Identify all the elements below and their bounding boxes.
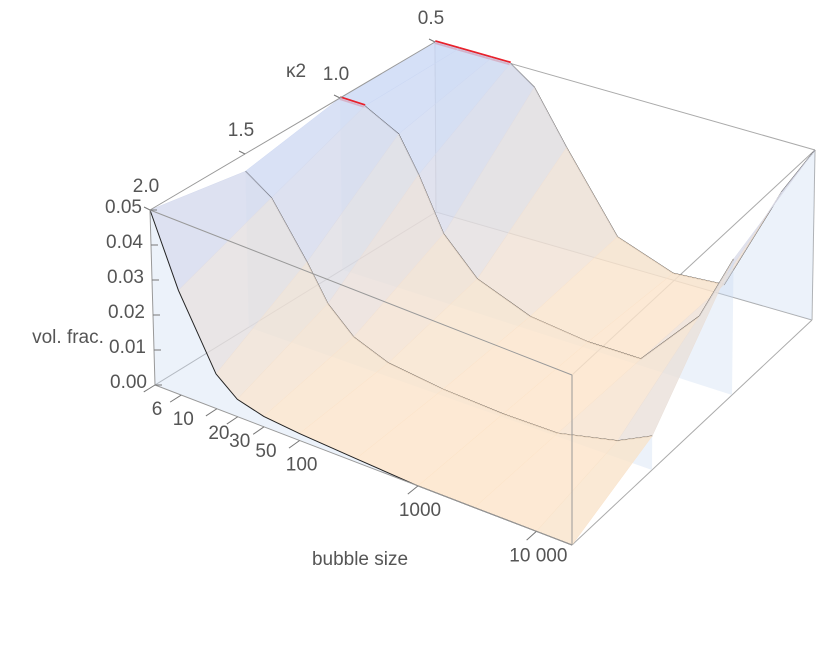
y-tick	[143, 206, 151, 211]
x-tick	[407, 485, 419, 495]
y-tick-label: 1.0	[323, 64, 349, 85]
z-tick-label: 0.04	[106, 232, 143, 253]
x-tick-label: 30	[229, 431, 250, 452]
box-edge	[149, 209, 573, 376]
z-tick-label: 0.00	[110, 372, 147, 393]
x-tick-label: 1000	[399, 500, 441, 521]
y-tick-label: 0.5	[418, 8, 444, 29]
z-axis-title: vol. frac.	[32, 327, 104, 348]
z-tick-label: 0.05	[105, 197, 142, 218]
x-tick-label: 100	[286, 455, 318, 476]
y-axis-title: κ2	[286, 61, 306, 82]
x-tick-label: 6	[152, 399, 163, 420]
z-tick-label: 0.02	[108, 302, 145, 323]
x-tick	[143, 384, 156, 393]
y-tick	[238, 150, 246, 155]
z-tick-label: 0.03	[107, 267, 144, 288]
box-edge	[154, 384, 573, 546]
x-tick	[288, 440, 300, 449]
x-tick-label: 50	[255, 441, 276, 462]
x-tick	[526, 530, 537, 541]
box-edge	[149, 209, 156, 386]
x-tick-label: 10	[173, 409, 194, 430]
x-tick-label: 20	[208, 423, 229, 444]
x-tick	[169, 394, 182, 403]
box-edge	[811, 149, 816, 321]
x-tick-label: 10 000	[509, 545, 567, 566]
x-tick	[252, 426, 265, 435]
x-axis-title: bubble size	[312, 549, 408, 570]
y-tick	[333, 94, 341, 99]
x-tick	[205, 408, 218, 417]
z-tick-label: 0.01	[109, 337, 146, 358]
y-tick-label: 1.5	[228, 120, 254, 141]
y-tick-label: 2.0	[133, 176, 159, 197]
x-tick	[226, 416, 239, 425]
box-edge	[149, 41, 436, 211]
y-tick	[428, 38, 436, 43]
box-edge	[571, 319, 813, 546]
